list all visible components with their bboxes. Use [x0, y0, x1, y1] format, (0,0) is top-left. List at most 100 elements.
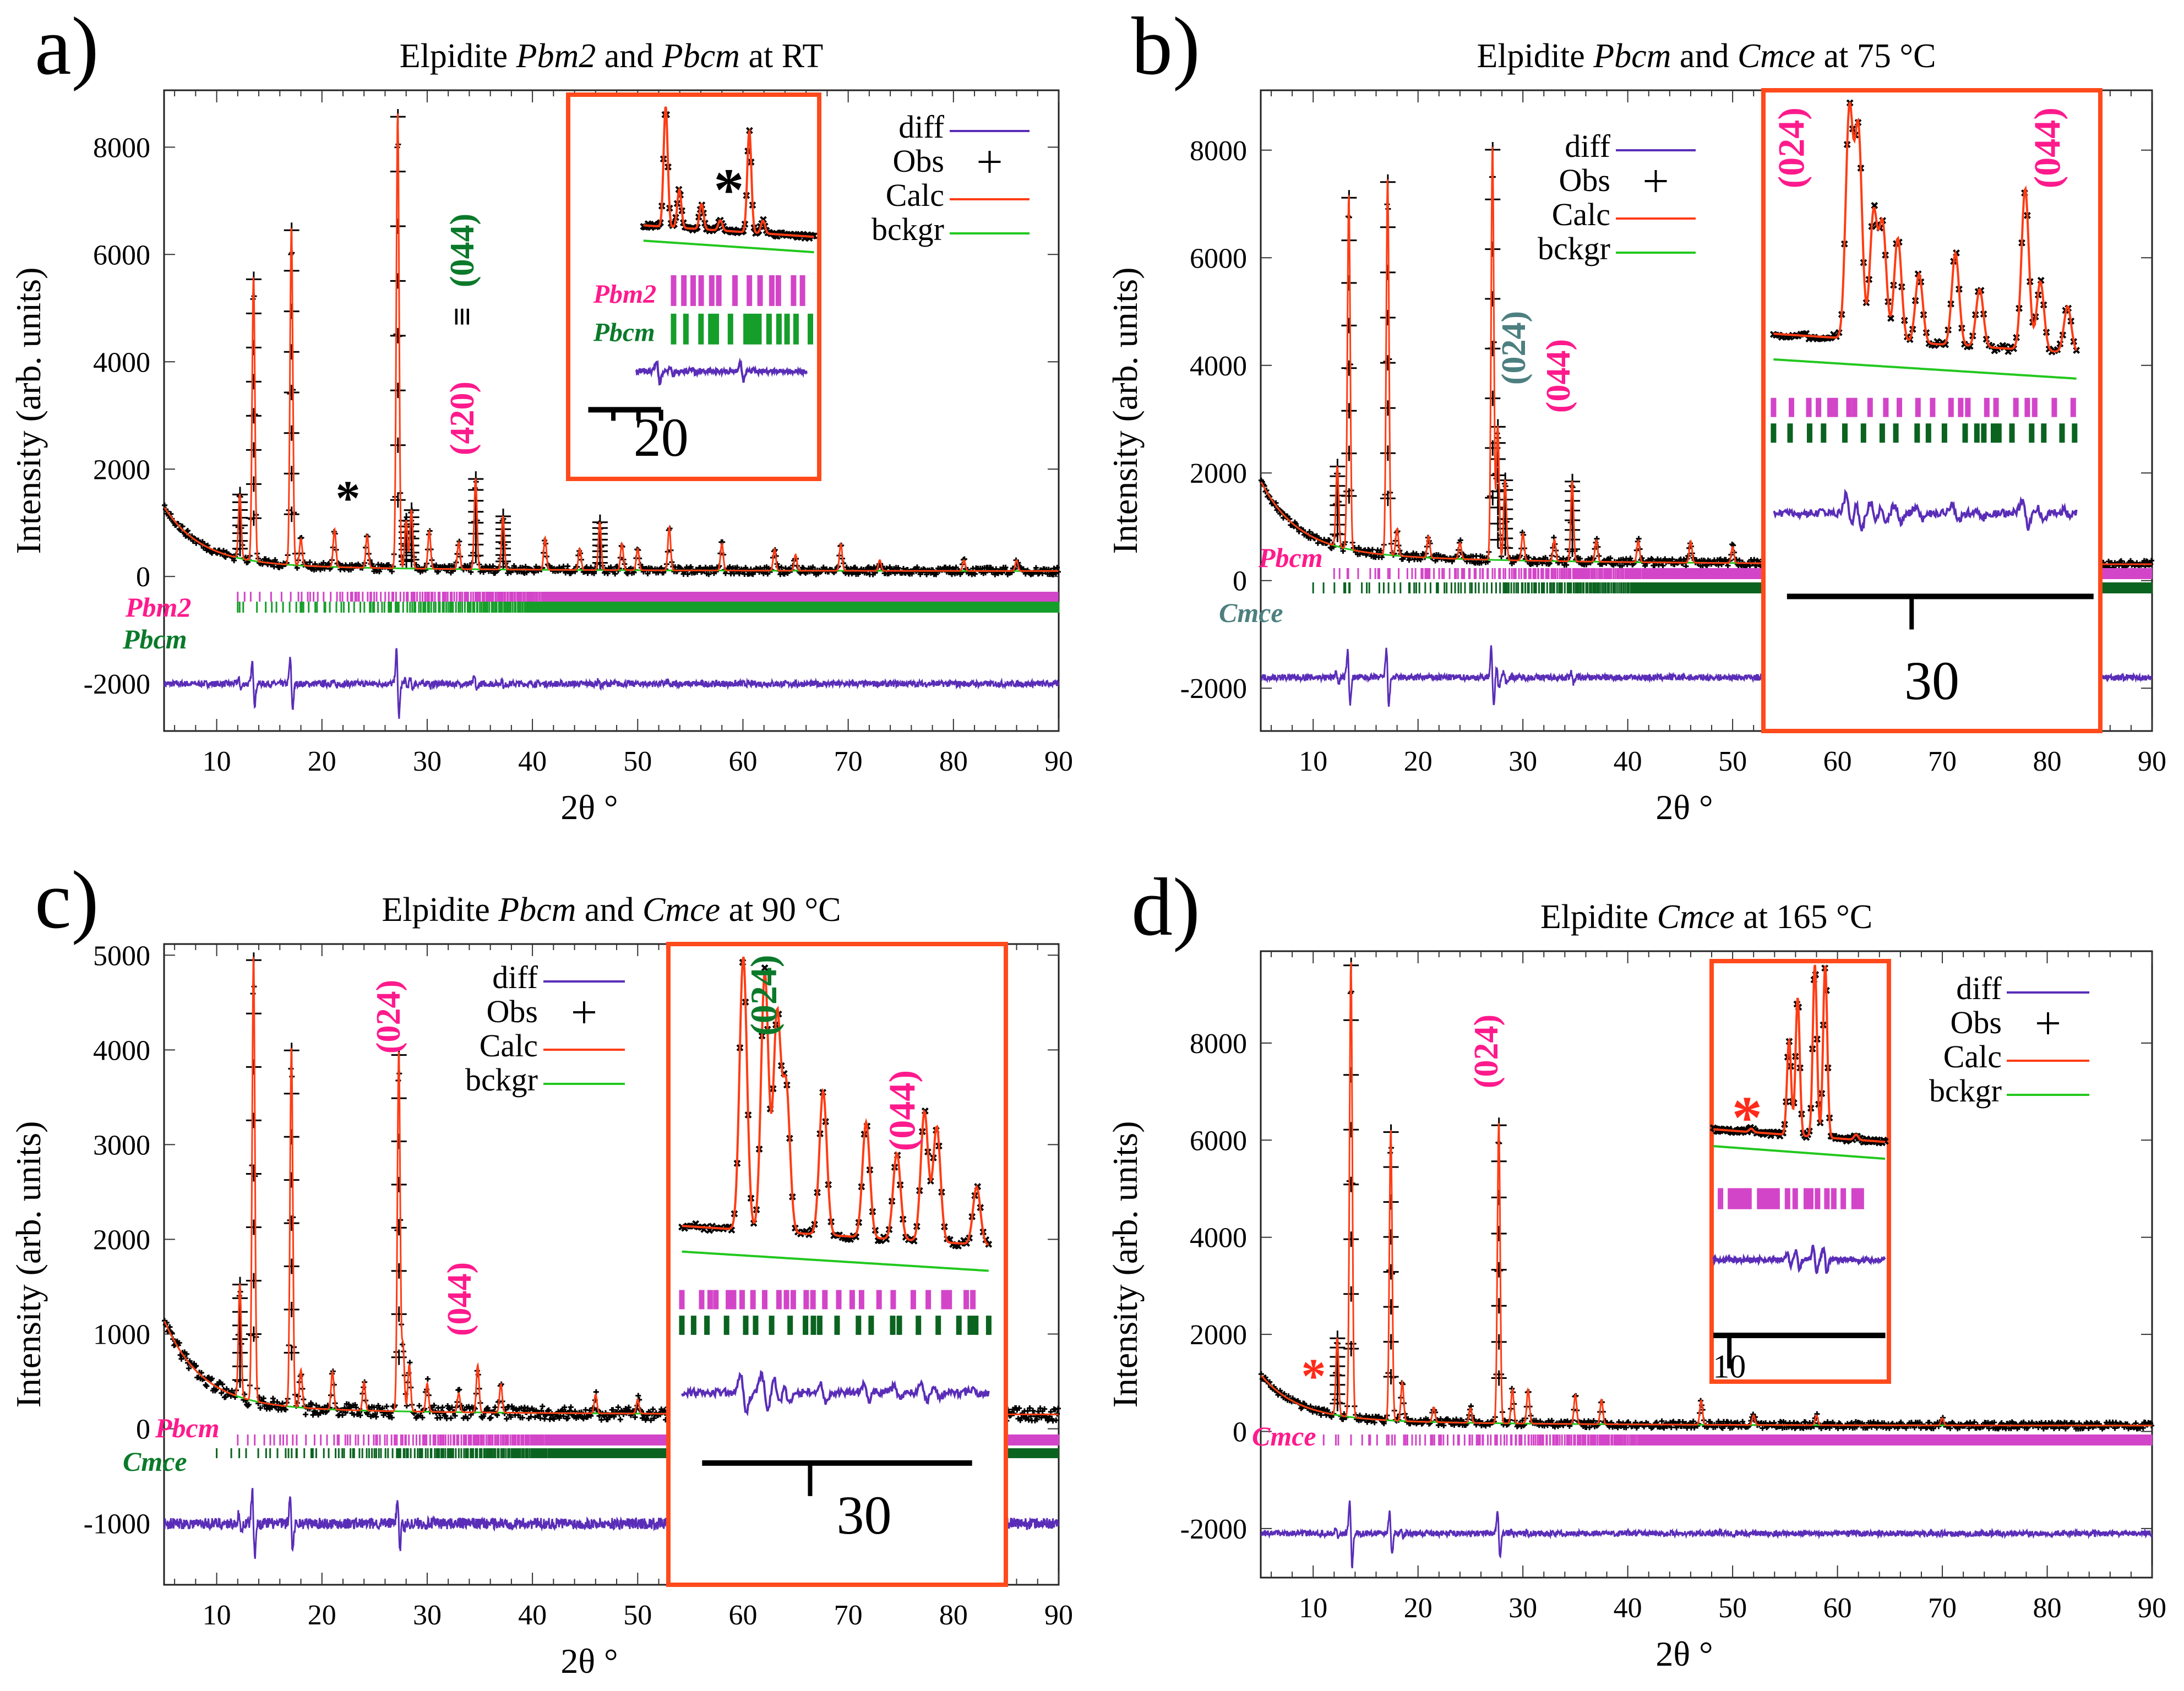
- y-tick-label: 6000: [1190, 1125, 1247, 1157]
- y-tick-label: 0: [1233, 1417, 1247, 1448]
- reflection-annotation: ≡: [444, 307, 481, 326]
- x-tick-label: 60: [728, 1600, 757, 1631]
- legend-obs-marker: [978, 151, 1001, 173]
- inset-calc-series: [682, 956, 989, 1246]
- y-tick-label: 2000: [1190, 458, 1247, 489]
- inset-phase-ticks: [679, 1316, 992, 1335]
- x-tick-label: 50: [623, 746, 652, 777]
- panel-c: c) Elpidite Pbcm and Cmce at 90 °C 10 20 30 4…: [9, 854, 1073, 1681]
- y-tick-label: 8000: [1190, 1028, 1247, 1060]
- chart-title: Elpidite Pbcm and Cmce at 75 °C: [1477, 37, 1936, 75]
- y-tick-label: 0: [136, 561, 150, 593]
- y-tick-label: 3000: [93, 1130, 150, 1161]
- x-tick-label: 70: [1928, 746, 1957, 777]
- title-segment: at RT: [740, 37, 823, 75]
- inset-scale-label: 10: [1713, 1348, 1746, 1384]
- y-tick-label: -2000: [1180, 673, 1247, 705]
- plot-frame: [163, 89, 1060, 732]
- x-tick-label: 30: [413, 1600, 442, 1631]
- inset-frame: [666, 942, 1008, 1587]
- x-tick-label: 80: [939, 746, 968, 777]
- chart-title: Elpidite Pbcm and Cmce at 90 °C: [382, 891, 841, 929]
- inset-scale-label: 30: [1904, 650, 1959, 711]
- reflection-annotation: (044): [1540, 339, 1577, 413]
- plot-frame: [163, 943, 1060, 1586]
- y-tick-label: 2000: [1190, 1319, 1247, 1351]
- y-tick-label: 5000: [93, 940, 150, 972]
- x-tick-label: 90: [2138, 746, 2166, 777]
- asterisk-annotation: *: [1301, 1349, 1326, 1404]
- x-tick-label: 10: [1299, 746, 1327, 777]
- title-segment: Cmce: [1657, 898, 1735, 936]
- diff-series: [1260, 1500, 2153, 1569]
- inset-reflection-annotation: (024): [743, 954, 785, 1035]
- title-segment: Pbcm: [662, 37, 740, 75]
- inset-scale-label: 20: [634, 407, 689, 468]
- y-tick-label: 8000: [1190, 135, 1247, 167]
- legend-label: diff: [898, 109, 944, 145]
- panel-letter: d): [1131, 861, 1200, 953]
- inset-calc-series: [1713, 964, 1886, 1143]
- phase-reflection-ticks: [1322, 1434, 2153, 1445]
- title-segment: Elpidite: [400, 37, 516, 75]
- x-tick-label: 70: [1928, 1592, 1957, 1624]
- legend-label: diff: [492, 959, 538, 995]
- title-segment: Elpidite: [1477, 37, 1593, 75]
- zoom-inset: 10 *: [1709, 959, 1891, 1384]
- x-tick-label: 60: [1823, 1592, 1852, 1624]
- x-axis-label: 2θ °: [560, 1641, 618, 1681]
- x-tick-label: 10: [203, 1600, 231, 1631]
- y-tick-label: 0: [136, 1414, 150, 1445]
- x-tick-label: 40: [518, 746, 547, 777]
- reflection-annotation: (024): [1495, 311, 1533, 385]
- x-tick-label: 30: [1508, 746, 1537, 777]
- inset-phase-label: Pbcm: [593, 318, 655, 347]
- title-segment: Pbm2: [516, 37, 596, 75]
- phase-label: Pbm2: [125, 592, 191, 623]
- x-tick-label: 90: [1044, 1600, 1073, 1631]
- x-tick-label: 20: [1404, 746, 1433, 777]
- y-axis-label: Intensity (arb. units): [9, 1121, 48, 1408]
- diff-series: [164, 648, 1059, 719]
- y-tick-label: 8000: [93, 132, 150, 163]
- y-tick-label: 4000: [1190, 351, 1247, 382]
- x-tick-label: 40: [1614, 1592, 1642, 1624]
- legend-label: diff: [1956, 970, 2002, 1006]
- asterisk-annotation: *: [336, 471, 361, 526]
- inset-phase-ticks: [1771, 423, 2078, 443]
- y-axis-label: Intensity (arb. units): [9, 268, 48, 554]
- title-segment: at 75 °C: [1815, 37, 1936, 75]
- legend-label: Calc: [886, 177, 944, 213]
- zoom-inset: Pbm2 Pbcm 20 *: [566, 92, 821, 481]
- legend-label: Calc: [480, 1028, 538, 1063]
- y-tick-label: 6000: [93, 239, 150, 271]
- y-tick-label: 2000: [93, 454, 150, 486]
- inset-diff-series: [680, 1370, 990, 1416]
- x-axis-label: 2θ °: [1655, 1634, 1713, 1673]
- x-tick-label: 50: [1718, 746, 1747, 777]
- inset-frame: [1709, 959, 1891, 1384]
- y-tick-label: 4000: [1190, 1223, 1247, 1254]
- legend-label: Obs: [893, 143, 944, 179]
- y-tick-label: 1000: [93, 1319, 150, 1351]
- phase-label: Cmce: [1219, 597, 1283, 628]
- phase-reflection-ticks: [237, 592, 1059, 602]
- y-axis-label: Intensity (arb. units): [1105, 1121, 1145, 1408]
- panel-d: d) Elpidite Cmce at 165 °C 10 20 30 40 50 60 70 8…: [1105, 861, 2166, 1673]
- legend-label: Obs: [1951, 1005, 2002, 1040]
- inset-phase-ticks: [1718, 1188, 1864, 1209]
- inset-bckgr-series: [682, 1250, 989, 1272]
- y-tick-label: -1000: [84, 1509, 150, 1540]
- title-segment: Cmce: [642, 891, 720, 929]
- legend-label: Obs: [1559, 162, 1610, 198]
- x-axis-label: 2θ °: [1655, 788, 1713, 827]
- x-tick-label: 10: [1299, 1592, 1327, 1624]
- x-tick-label: 40: [518, 1600, 547, 1631]
- y-tick-label: -2000: [84, 669, 150, 700]
- calc-series: [1260, 962, 2152, 1427]
- inset-phase-ticks: [671, 313, 813, 345]
- x-tick-label: 30: [1508, 1592, 1537, 1624]
- inset-diff-series: [1712, 1245, 1886, 1275]
- inset-phase-ticks: [1771, 397, 2076, 417]
